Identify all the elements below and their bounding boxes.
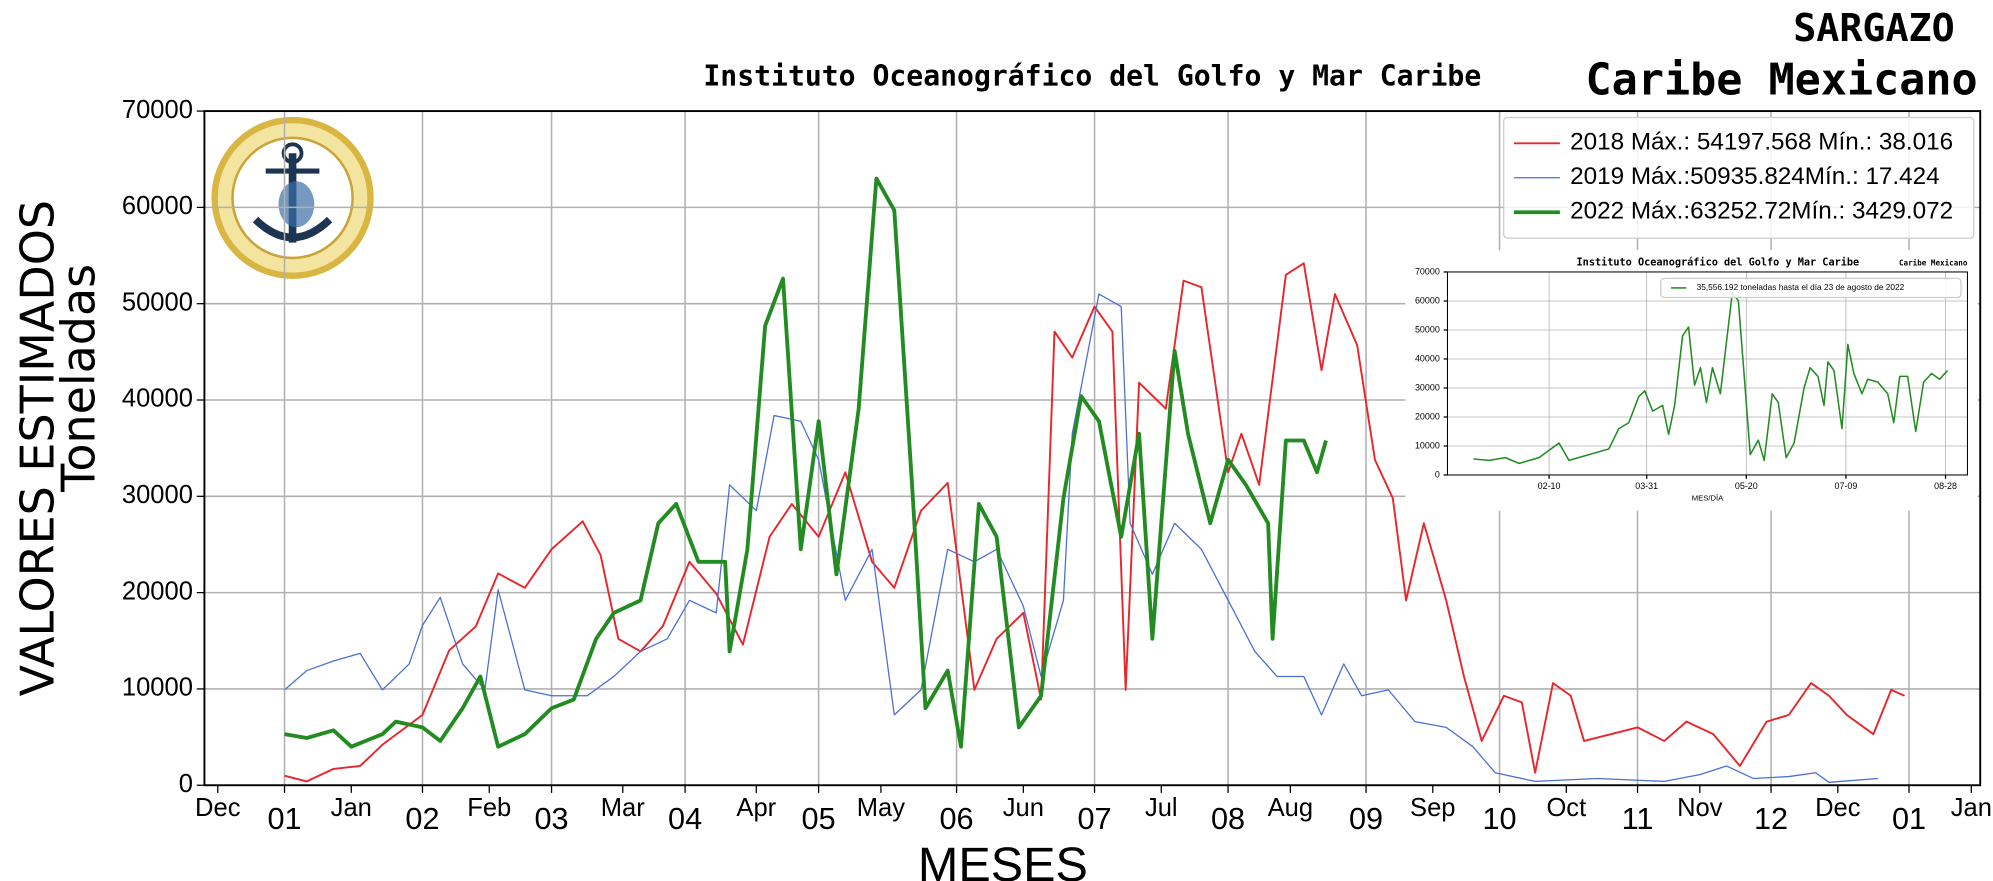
x-axis-label: MES/DÍA bbox=[1692, 494, 1724, 503]
x-minor-tick-label: May bbox=[857, 794, 905, 822]
legend-label: 35,556.192 toneladas hasta el día 23 de … bbox=[1697, 282, 1905, 292]
y-axis-label: VALORES ESTIMADOS bbox=[11, 200, 65, 696]
x-minor-tick-label: Aug bbox=[1268, 794, 1313, 822]
y-tick-label: 50000 bbox=[1415, 324, 1440, 334]
y-tick-label: 50000 bbox=[122, 288, 193, 316]
y-tick-label: 20000 bbox=[1415, 411, 1440, 421]
heading: Caribe Mexicano bbox=[1586, 55, 1978, 105]
y-tick-label: 30000 bbox=[1415, 382, 1440, 392]
y-tick-label: 0 bbox=[1435, 469, 1440, 479]
x-tick-label: 05 bbox=[802, 802, 836, 836]
data-line bbox=[284, 176, 1328, 749]
plot-frame bbox=[203, 110, 1982, 787]
x-minor-tick-label: Mar bbox=[601, 794, 645, 822]
y-tick-label: 40000 bbox=[122, 385, 193, 413]
legend-label: 2019 Máx.:50935.824Mín.: 17.424 bbox=[1570, 163, 1940, 190]
x-tick-label: 12 bbox=[1754, 802, 1788, 836]
y-axis-label: Toneladas bbox=[52, 264, 106, 493]
y-tick-label: 70000 bbox=[1415, 266, 1440, 276]
data-line bbox=[284, 262, 1905, 783]
x-minor-tick-label: Sep bbox=[1410, 794, 1455, 822]
x-tick-label: 03 bbox=[535, 802, 569, 836]
x-tick-label: 01 bbox=[1892, 802, 1926, 836]
y-tick-label: 70000 bbox=[122, 96, 193, 124]
y-tick-label: 60000 bbox=[1415, 295, 1440, 305]
x-tick-label: 09 bbox=[1349, 802, 1383, 836]
y-tick-label: 30000 bbox=[122, 481, 193, 509]
legend-label: 2022 Máx.:63252.72Mín.: 3429.072 bbox=[1570, 198, 1953, 225]
heading: SARGAZO bbox=[1793, 6, 1954, 51]
x-minor-tick-label: Dec bbox=[195, 794, 241, 822]
x-tick-label: 10 bbox=[1483, 802, 1517, 836]
x-tick-label: 04 bbox=[668, 802, 702, 836]
x-tick-label: 11 bbox=[1622, 802, 1654, 836]
x-minor-tick-label: Oct bbox=[1546, 794, 1586, 822]
x-tick-label: 08 bbox=[1211, 802, 1245, 836]
data-line bbox=[284, 293, 1878, 783]
legend-box bbox=[1660, 277, 1962, 299]
x-minor-tick-label: Jan bbox=[1951, 794, 1992, 822]
plot-frame bbox=[1446, 271, 1968, 476]
data-line bbox=[1473, 291, 1949, 465]
x-tick-label: 01 bbox=[267, 802, 301, 836]
x-tick-label: 07-09 bbox=[1834, 481, 1857, 491]
x-minor-tick-label: Jan bbox=[331, 794, 372, 822]
x-minor-tick-label: Feb bbox=[467, 794, 511, 822]
chart-subtitle: Caribe Mexicano bbox=[1899, 259, 1968, 268]
x-tick-label: 07 bbox=[1077, 802, 1111, 836]
logo bbox=[211, 116, 374, 279]
y-tick-label: 40000 bbox=[1415, 353, 1440, 363]
x-tick-label: 02 bbox=[405, 802, 439, 836]
x-minor-tick-label: Jul bbox=[1145, 794, 1178, 822]
y-tick-label: 0 bbox=[179, 770, 193, 798]
x-tick-label: 02-10 bbox=[1538, 481, 1561, 491]
chart-title: Instituto Oceanográfico del Golfo y Mar … bbox=[703, 60, 1481, 93]
x-minor-tick-label: Jun bbox=[1003, 794, 1044, 822]
y-tick-label: 10000 bbox=[1415, 440, 1440, 450]
x-minor-tick-label: Apr bbox=[736, 794, 776, 822]
y-tick-label: 60000 bbox=[122, 192, 193, 220]
y-tick-label: 20000 bbox=[122, 577, 193, 605]
x-tick-label: 05-20 bbox=[1735, 481, 1758, 491]
y-tick-label: 10000 bbox=[122, 674, 193, 702]
x-tick-label: 03-31 bbox=[1635, 481, 1658, 491]
x-axis-label: MESES bbox=[918, 838, 1088, 881]
x-tick-label: 06 bbox=[940, 802, 974, 836]
x-tick-label: 08-28 bbox=[1934, 481, 1957, 491]
legend-label: 2018 Máx.: 54197.568 Mín.: 38.016 bbox=[1570, 129, 1953, 156]
chart-title: Instituto Oceanográfico del Golfo y Mar … bbox=[1577, 257, 1860, 269]
chart-panel: 0 10000 20000 30000 40000 50000 60000 70000 02-1… bbox=[1405, 250, 1978, 511]
x-minor-tick-label: Dec bbox=[1815, 794, 1861, 822]
x-minor-tick-label: Nov bbox=[1677, 794, 1723, 822]
legend-box bbox=[1503, 116, 1975, 239]
